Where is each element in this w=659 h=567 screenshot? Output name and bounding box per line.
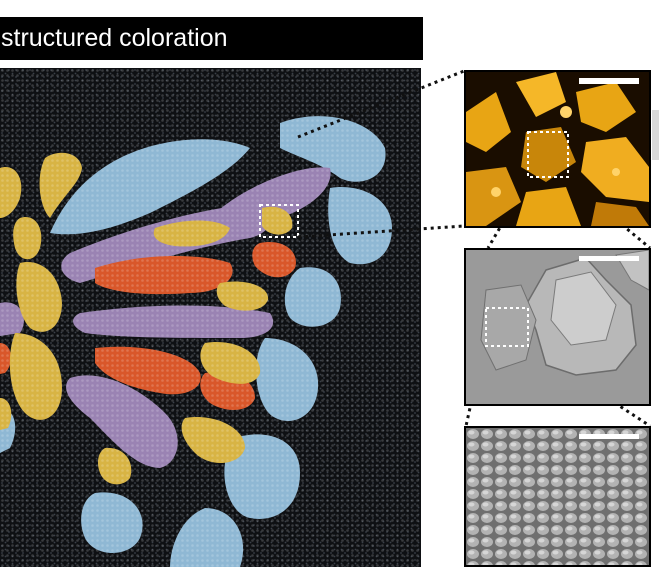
- scale-bar: [579, 78, 639, 84]
- scale-bar: [579, 256, 639, 261]
- sem-flake-image: [464, 248, 651, 406]
- gold-flakes: [466, 72, 649, 226]
- close-packed-spheres: [466, 428, 649, 565]
- sem-nanosphere-image: [464, 426, 651, 567]
- zoom-region-box: [485, 307, 529, 347]
- panel-title: structured coloration: [0, 17, 423, 60]
- optical-micrograph: [464, 70, 651, 228]
- flake-cluster: [480, 250, 649, 376]
- butterfly-fabric-photo: [0, 68, 421, 567]
- zoom-region-box: [259, 204, 299, 238]
- zoom-region-box: [527, 131, 569, 178]
- cropped-edge-fragment: [652, 110, 659, 160]
- scale-bar: [579, 434, 639, 439]
